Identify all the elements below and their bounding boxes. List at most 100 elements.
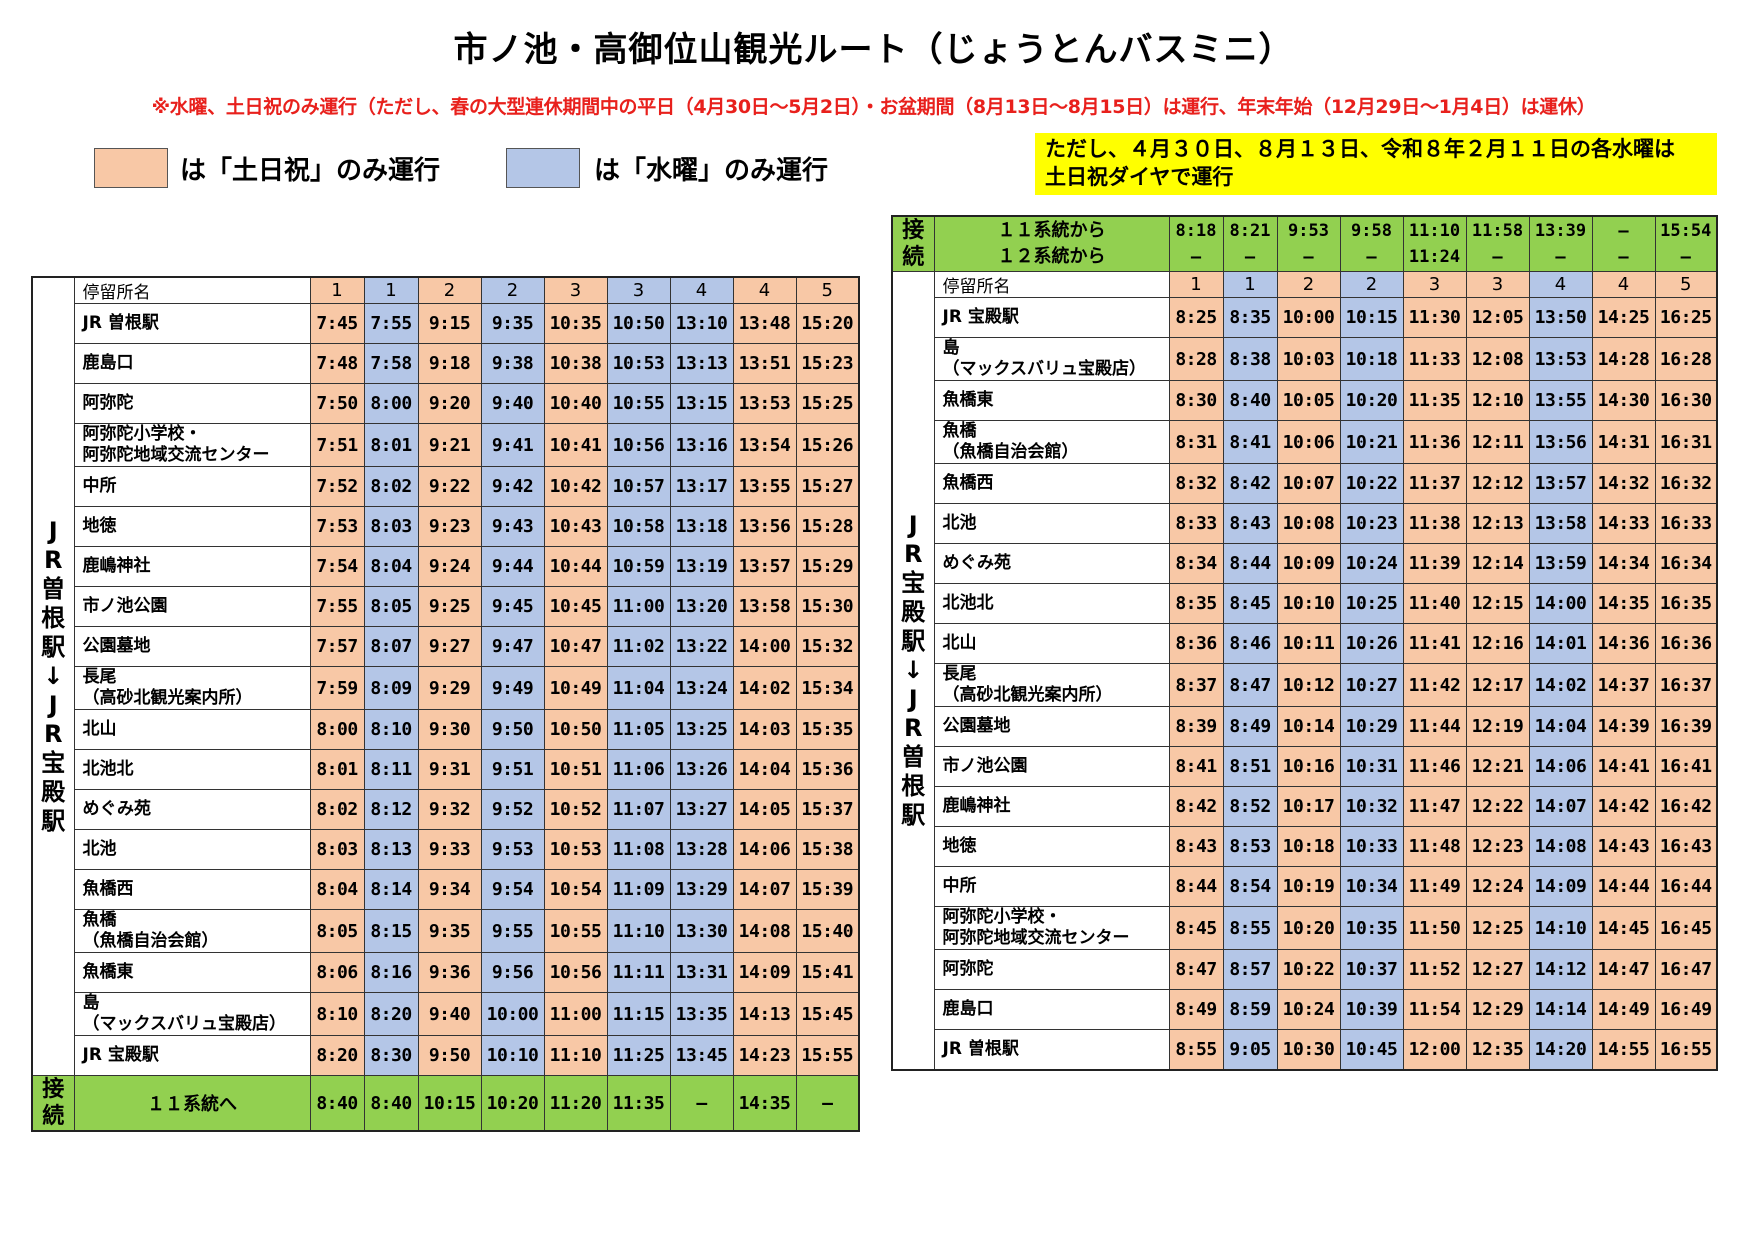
time-cell: 10:24	[1339, 543, 1404, 584]
time-cell: 14:37	[1591, 663, 1656, 707]
stop-name-line: 阿弥陀小学校・	[82, 424, 202, 445]
trip-number: 2	[1276, 271, 1341, 298]
stop-name-line: JR 宝殿駅	[942, 307, 1019, 327]
connection-time: 15:54 —	[1654, 215, 1718, 272]
stop-name: 北山	[73, 709, 311, 750]
time-cell: 11:00	[543, 992, 608, 1036]
time-cell: 9:47	[480, 626, 545, 667]
stop-name-line: 中所	[82, 476, 117, 496]
time-cell: 11:06	[606, 749, 671, 790]
time-cell: 16:25	[1654, 297, 1718, 338]
time-cell: 8:54	[1222, 866, 1278, 907]
stop-name: 北池	[933, 503, 1170, 544]
time-cell: 12:08	[1465, 337, 1530, 381]
time-cell: 8:57	[1222, 949, 1278, 990]
time-cell: 15:28	[795, 506, 860, 547]
time-cell: 10:35	[543, 303, 608, 344]
time-cell: 7:55	[309, 586, 365, 627]
time-cell: 13:25	[669, 709, 734, 750]
time-cell: 12:14	[1465, 543, 1530, 584]
stop-name-line: 島	[82, 993, 100, 1014]
time-cell: 8:46	[1222, 623, 1278, 664]
time-cell: 8:03	[363, 506, 419, 547]
direction-label-char: R	[44, 546, 63, 574]
time-cell: 11:02	[606, 626, 671, 667]
connection-time: 10:15	[417, 1075, 482, 1132]
time-cell: 13:31	[669, 952, 734, 993]
stop-name-line: 北池北	[82, 759, 134, 779]
operation-notice: ※水曜、土日祝のみ運行（ただし、春の大型連休期間中の平日（4月30日～5月2日）…	[151, 96, 1596, 118]
time-cell: 16:55	[1654, 1029, 1718, 1070]
time-cell: 12:22	[1465, 786, 1530, 827]
time-cell: 11:49	[1402, 866, 1467, 907]
time-cell: 8:41	[1168, 746, 1224, 787]
time-cell: 8:30	[363, 1035, 419, 1076]
time-cell: 7:55	[363, 303, 419, 344]
time-cell: 14:25	[1591, 297, 1656, 338]
table-row: 鹿島口 8:49 8:59 10:24 10:39 11:54 12:29 14:14 14:4…	[892, 989, 1718, 1030]
table-row: 魚橋東 8:06 8:16 9:36 9:56 10:56 11:11 13:31 14:09 1…	[32, 952, 860, 993]
time-cell: 10:56	[543, 952, 608, 993]
time-cell: 9:33	[417, 829, 482, 870]
direction-label-char: 宝	[901, 568, 926, 597]
time-cell: 11:46	[1402, 746, 1467, 787]
time-cell: 11:48	[1402, 826, 1467, 867]
time-cell: 11:11	[606, 952, 671, 993]
time-cell: 10:10	[480, 1035, 545, 1076]
time-cell: 10:18	[1276, 826, 1341, 867]
connection-from-11: １１系統から	[997, 220, 1106, 241]
time-cell: 8:34	[1168, 543, 1224, 584]
stop-name: 鹿島口	[933, 989, 1170, 1030]
time-cell: 7:52	[309, 466, 365, 507]
stop-name: 市ノ池公園	[73, 586, 311, 627]
time-cell: 8:55	[1168, 1029, 1224, 1070]
trip-number: 3	[543, 276, 608, 304]
time-cell: 10:23	[1339, 503, 1404, 544]
time-cell: 10:45	[543, 586, 608, 627]
direction-label-char: 駅	[901, 800, 926, 829]
time-cell: 10:38	[543, 343, 608, 384]
direction-label-char: J	[908, 684, 918, 713]
time-cell: 8:39	[1168, 706, 1224, 747]
connection-label-char: 続	[42, 1104, 65, 1129]
stop-name-line: 市ノ池公園	[942, 756, 1028, 776]
time-cell: 9:54	[480, 869, 545, 910]
time-cell: 12:24	[1465, 866, 1530, 907]
time-cell: 11:50	[1402, 906, 1467, 950]
connection-time: 14:35	[732, 1075, 797, 1132]
time-cell: 8:09	[363, 666, 419, 710]
table-row: 阿弥陀 8:47 8:57 10:22 10:37 11:52 12:27 14:12 14:4…	[892, 949, 1718, 990]
stop-name-line: 阿弥陀	[942, 959, 994, 979]
time-cell: 11:07	[606, 789, 671, 830]
direction-label-char: R	[904, 713, 923, 742]
connection-time-11: 9:58	[1351, 221, 1392, 241]
time-cell: 14:32	[1591, 463, 1656, 504]
time-cell: 13:51	[732, 343, 797, 384]
stop-name: 長尾 （高砂北観光案内所）	[933, 663, 1170, 707]
time-cell: 15:36	[795, 749, 860, 790]
time-cell: 13:59	[1528, 543, 1593, 584]
time-cell: 9:38	[480, 343, 545, 384]
time-cell: 10:05	[1276, 380, 1341, 421]
table-row: 鹿島口 7:48 7:58 9:18 9:38 10:38 10:53 13:13 13:51 1…	[32, 343, 860, 384]
time-cell: 14:06	[1528, 746, 1593, 787]
stop-name-line: 中所	[942, 876, 977, 896]
time-cell: 10:40	[543, 383, 608, 424]
time-cell: 14:00	[732, 626, 797, 667]
time-cell: 10:18	[1339, 337, 1404, 381]
time-cell: 13:10	[669, 303, 734, 344]
time-cell: 10:58	[606, 506, 671, 547]
stop-name: 鹿島口	[73, 343, 311, 384]
time-cell: 10:51	[543, 749, 608, 790]
time-cell: 10:44	[543, 546, 608, 587]
time-cell: 9:30	[417, 709, 482, 750]
time-cell: 16:32	[1654, 463, 1718, 504]
time-cell: 13:56	[1528, 420, 1593, 464]
connection-time: 8:21 —	[1222, 215, 1278, 272]
time-cell: 9:34	[417, 869, 482, 910]
connection-label-char: 続	[902, 245, 925, 270]
stop-name: JR 曽根駅	[73, 303, 311, 344]
time-cell: 8:16	[363, 952, 419, 993]
direction-label-char: 曽	[901, 742, 926, 771]
time-cell: 9:41	[480, 423, 545, 467]
